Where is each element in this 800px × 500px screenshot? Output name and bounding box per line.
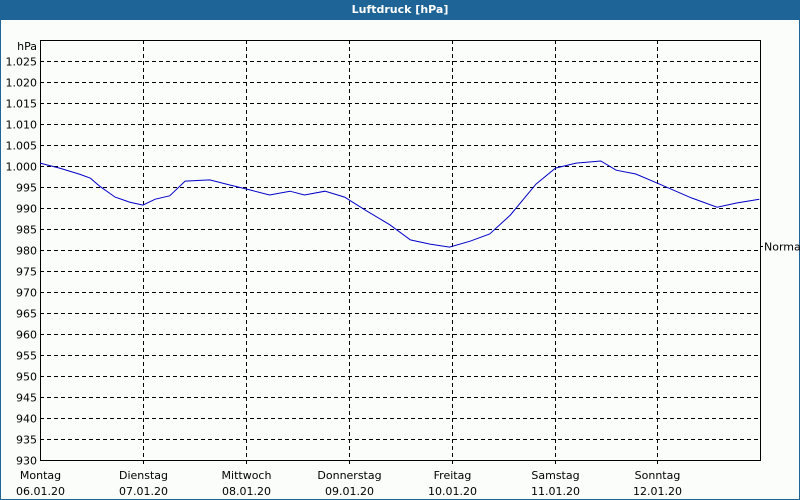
y-tick-label: 1.010 xyxy=(6,119,38,132)
normal-marker: Normal xyxy=(760,241,800,254)
y-tick-label: 1.000 xyxy=(6,161,38,174)
y-axis-ticks: 930 935 940 945 950 955 960 965 970 975 980 985 990 9… xyxy=(6,56,38,468)
y-tick-label: 935 xyxy=(16,434,37,447)
y-tick-label: 990 xyxy=(16,203,37,216)
y-tick-label: 975 xyxy=(16,266,37,279)
y-tick-label: 995 xyxy=(16,182,37,195)
x-tick-date: 10.01.20 xyxy=(428,485,477,498)
x-axis-ticks: Montag 06.01.20 Dienstag 07.01.20 Mittwoch 08… xyxy=(16,469,682,498)
pressure-line xyxy=(39,160,760,248)
y-tick-label: 1.025 xyxy=(6,56,38,69)
y-tick-label: 970 xyxy=(16,287,37,300)
y-tick-label: 1.005 xyxy=(6,140,38,153)
y-tick-label: 955 xyxy=(16,350,37,363)
plot-border xyxy=(40,40,761,461)
chart-title: Luftdruck [hPa] xyxy=(0,0,800,20)
x-tick-day: Sonntag xyxy=(635,469,681,482)
y-tick-label: 950 xyxy=(16,371,37,384)
x-tick-date: 12.01.20 xyxy=(633,485,682,498)
x-tick-day: Freitag xyxy=(434,469,472,482)
y-tick-label: 1.015 xyxy=(6,98,38,111)
x-tick-date: 11.01.20 xyxy=(531,485,580,498)
grid-lines xyxy=(40,40,760,464)
x-tick-date: 07.01.20 xyxy=(119,485,168,498)
x-tick-date: 09.01.20 xyxy=(325,485,374,498)
x-tick-date: 06.01.20 xyxy=(16,485,65,498)
y-tick-label: 980 xyxy=(16,245,37,258)
y-tick-label: 965 xyxy=(16,308,37,321)
normal-label: Normal xyxy=(764,241,800,254)
y-tick-label: 1.020 xyxy=(6,77,38,90)
y-tick-label: 985 xyxy=(16,224,37,237)
y-tick-label: 940 xyxy=(16,413,37,426)
y-tick-label: 930 xyxy=(16,455,37,468)
x-tick-day: Donnerstag xyxy=(317,469,381,482)
y-tick-label: 960 xyxy=(16,329,37,342)
y-tick-label: 945 xyxy=(16,392,37,405)
y-axis-unit: hPa xyxy=(17,40,37,53)
x-tick-day: Mittwoch xyxy=(222,469,272,482)
x-tick-day: Dienstag xyxy=(119,469,168,482)
x-tick-day: Samstag xyxy=(531,469,579,482)
x-tick-day: Montag xyxy=(20,469,61,482)
x-tick-date: 08.01.20 xyxy=(222,485,271,498)
